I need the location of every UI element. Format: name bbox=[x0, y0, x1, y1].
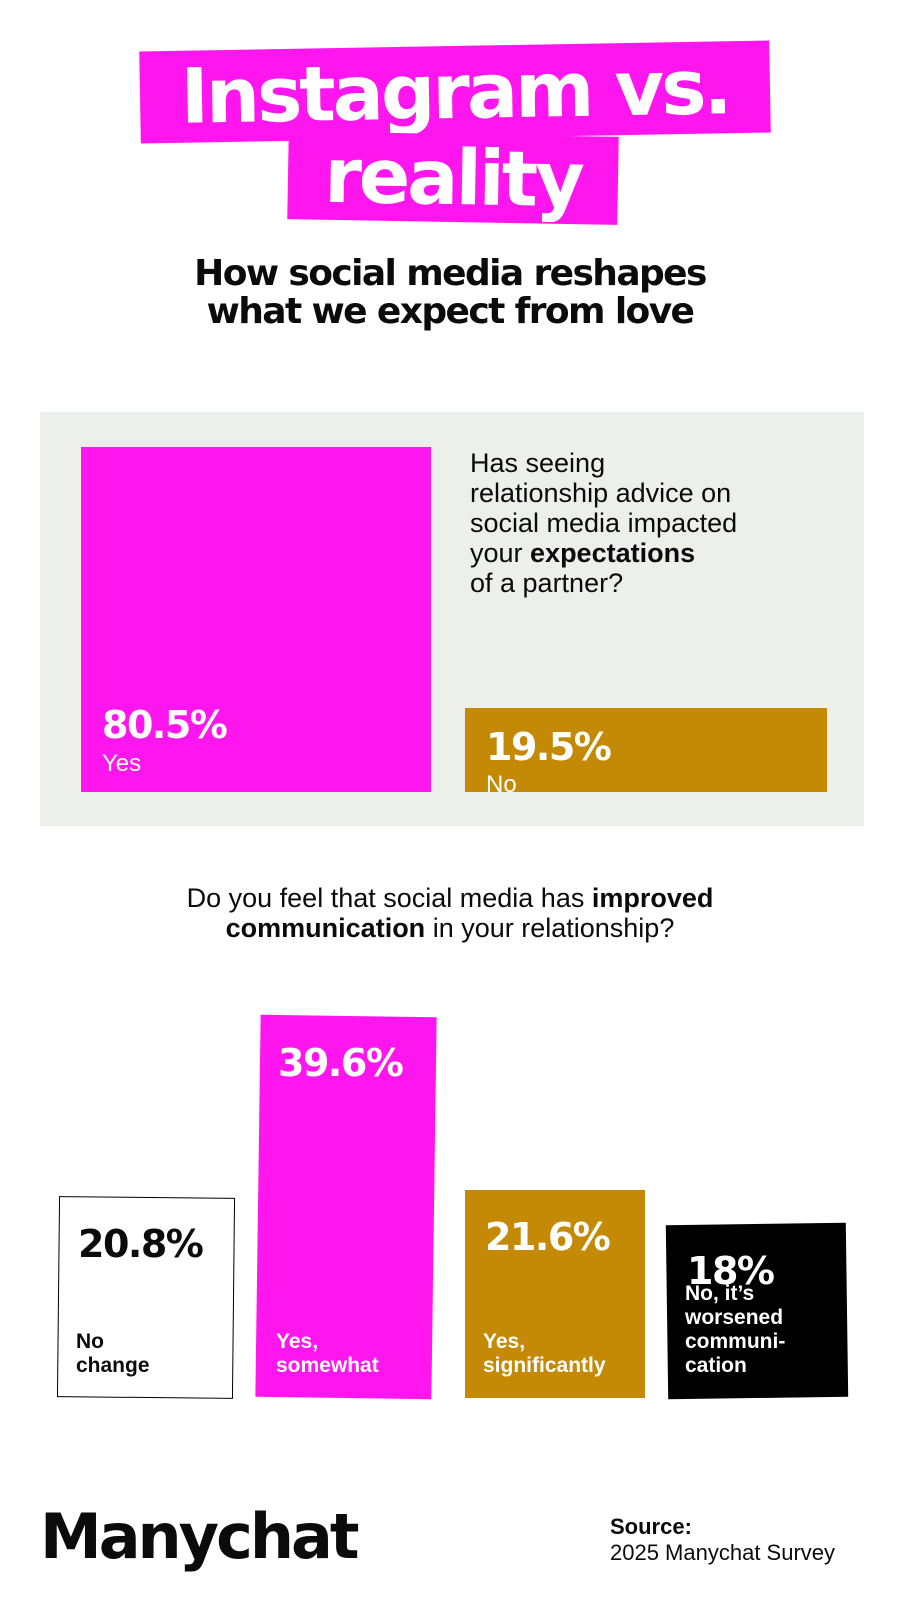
chart1-question-prefix: your bbox=[470, 538, 531, 568]
subtitle-line-1: How social media reshapes bbox=[194, 253, 707, 294]
chart2-question-part-1: Do you feel that social media has bbox=[186, 883, 592, 913]
source-label: Source: bbox=[610, 1514, 692, 1539]
chart2-category-yes-somewhat-line-2: somewhat bbox=[276, 1354, 379, 1377]
chart1-question-bold: expectations bbox=[530, 538, 696, 568]
chart2-question-bold-2: communication bbox=[225, 913, 426, 943]
title-line-1: Instagram vs. bbox=[139, 40, 771, 144]
chart2-category-no-change-line-1: No bbox=[76, 1330, 104, 1353]
chart2-category-yes-significantly-line-1: Yes, bbox=[483, 1330, 526, 1353]
chart1-category-label-yes: Yes bbox=[102, 750, 142, 777]
chart2-category-yes-significantly-line-2: significantly bbox=[483, 1354, 606, 1377]
chart1-question-line-1: Has seeing bbox=[470, 448, 606, 478]
chart2-category-label-no-change: No change bbox=[76, 1330, 150, 1378]
chart2-value-label-yes-significantly: 21.6% bbox=[485, 1215, 611, 1259]
manychat-logo: Manychat bbox=[40, 1500, 359, 1573]
chart1-category-label-no: No bbox=[486, 771, 517, 798]
subtitle-line-2: what we expect from love bbox=[206, 291, 695, 332]
chart1-bar-yes bbox=[81, 447, 431, 792]
chart2-value-label-yes-somewhat: 39.6% bbox=[278, 1041, 404, 1085]
chart2-question-part-2: in your relationship? bbox=[425, 913, 675, 943]
chart1-value-label-no: 19.5% bbox=[486, 725, 612, 769]
source-note: Source: 2025 Manychat Survey bbox=[610, 1514, 835, 1566]
chart2-category-worsened-line-4: cation bbox=[685, 1354, 747, 1377]
chart2-category-label-yes-somewhat: Yes, somewhat bbox=[276, 1330, 379, 1378]
chart1-question-line-5: of a partner? bbox=[470, 568, 624, 598]
chart1-question: Has seeing relationship advice on social… bbox=[470, 448, 737, 598]
chart2-question-line-1: Do you feel that social media has improv… bbox=[0, 883, 900, 913]
chart2-question-bold-1: improved bbox=[591, 883, 714, 913]
chart2-bar-yes-significantly bbox=[465, 1190, 645, 1398]
chart1-bar-no bbox=[465, 708, 827, 792]
chart1-question-line-4: your expectations bbox=[470, 538, 737, 568]
title-text-2: reality bbox=[323, 130, 583, 225]
chart2-value-label-worsened: 18% bbox=[687, 1249, 775, 1293]
chart2-category-no-change-line-2: change bbox=[76, 1354, 150, 1377]
chart1-value-label-yes: 80.5% bbox=[102, 703, 228, 747]
chart2-value-label-no-change: 20.8% bbox=[78, 1222, 204, 1266]
chart2-category-label-worsened: No, it’s worsened communi- cation bbox=[685, 1282, 785, 1378]
title-line-2: reality bbox=[287, 130, 619, 225]
chart2-category-label-yes-significantly: Yes, significantly bbox=[483, 1330, 606, 1378]
chart1-question-line-2: relationship advice on bbox=[470, 478, 732, 508]
chart1-question-line-3: social media impacted bbox=[470, 508, 738, 538]
title-text-1: Instagram vs. bbox=[179, 42, 731, 141]
chart2-category-worsened-line-1: No, it’s bbox=[685, 1282, 755, 1305]
chart2-category-worsened-line-2: worsened bbox=[685, 1306, 784, 1329]
chart2-category-yes-somewhat-line-1: Yes, bbox=[276, 1330, 319, 1353]
chart2-category-worsened-line-3: communi- bbox=[685, 1330, 786, 1353]
chart2-question-line-2: communication in your relationship? bbox=[0, 913, 900, 943]
source-text: 2025 Manychat Survey bbox=[610, 1540, 836, 1565]
